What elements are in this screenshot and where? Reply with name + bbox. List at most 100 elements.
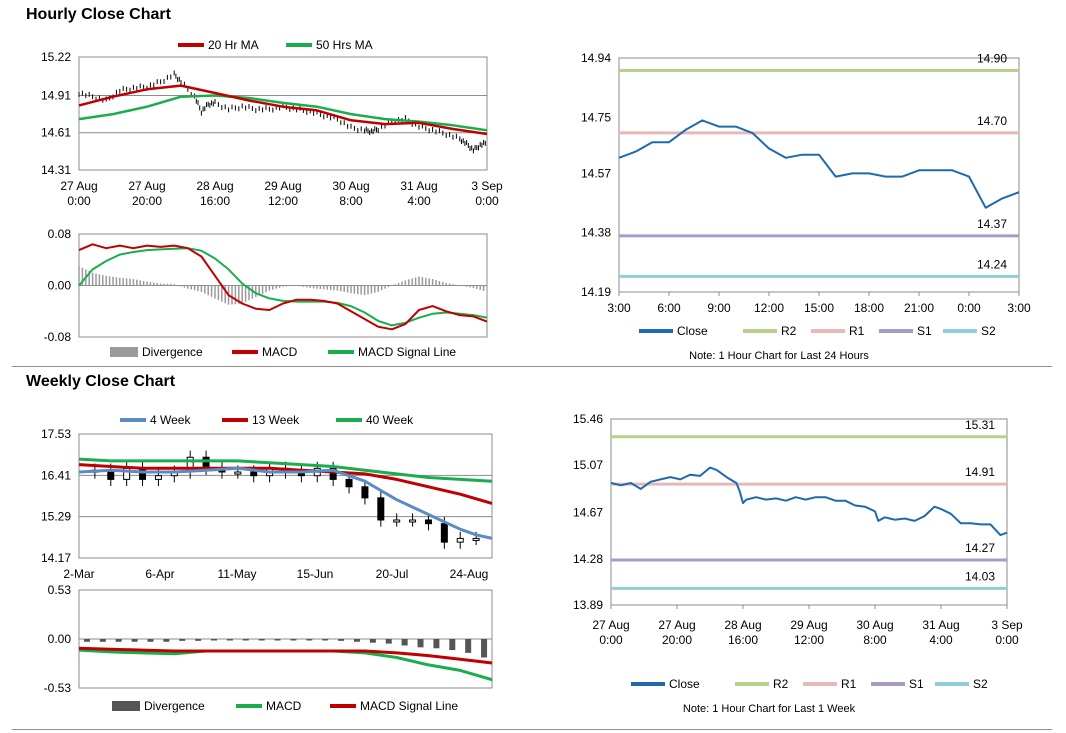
weekly-divergence-bar xyxy=(481,639,488,658)
weekly-divergence-bar xyxy=(226,639,233,641)
weekly-candle-body xyxy=(345,478,353,488)
weekly-candle-body xyxy=(472,537,480,541)
weekly-candle-body xyxy=(456,537,464,543)
weekly-macd-plot-frame xyxy=(78,589,493,689)
hourly-macd-signal-line xyxy=(78,247,488,327)
weekly-price-xtick-label: 2-Mar xyxy=(63,567,94,581)
weekly-1w-s1-legend-label: S1 xyxy=(909,677,924,691)
hourly-macd-ytick-label: 0.00 xyxy=(48,279,72,293)
hourly-24h-s1-legend-label: S1 xyxy=(917,324,932,338)
hourly-24h-ytick-label: 14.38 xyxy=(581,226,611,240)
hourly-price-xtick-label: 12:00 xyxy=(268,194,298,208)
hourly-price-xtick-label: 16:00 xyxy=(200,194,230,208)
hourly-24h-xtick-label: 3:00 xyxy=(607,301,631,315)
weekly-candle-body xyxy=(329,467,337,480)
hourly-24h-s2-legend-label: S2 xyxy=(981,324,996,338)
weekly-price-xtick-label: 24-Aug xyxy=(450,567,489,581)
hourly-24h-xtick-label: 15:00 xyxy=(804,301,834,315)
weekly-divergence-bar xyxy=(401,639,408,646)
weekly-price-plot-frame xyxy=(78,433,493,559)
weekly-1w-xtick-label: 16:00 xyxy=(728,633,758,647)
weekly-macd-legend-label: MACD xyxy=(266,699,302,713)
hourly-price-xtick-label: 31 Aug xyxy=(400,179,437,193)
weekly-divergence-bar xyxy=(274,639,281,641)
weekly-1w-s2-legend-label: S2 xyxy=(973,677,988,691)
weekly-price-ytick-label: 15.29 xyxy=(41,510,71,524)
hourly-price-xtick-label: 0:00 xyxy=(67,194,91,208)
weekly-divergence-legend-label: Divergence xyxy=(144,699,205,713)
weekly-candle-body xyxy=(361,486,369,499)
weekly-divergence-bar xyxy=(338,639,345,641)
weekly-1w-xtick-label: 12:00 xyxy=(794,633,824,647)
weekly-divergence-legend-swatch xyxy=(112,701,140,711)
hourly-24h-xtick-label: 3:00 xyxy=(1007,301,1031,315)
hourly-24h-r2-legend-label: R2 xyxy=(781,324,797,338)
weekly-divergence-bar xyxy=(449,639,456,651)
hourly-24h-ytick-label: 14.94 xyxy=(581,51,611,65)
hourly-section-title: Hourly Close Chart xyxy=(26,6,171,23)
weekly-price-xtick-label: 6-Apr xyxy=(145,567,174,581)
weekly-divergence-bar xyxy=(83,639,90,642)
section-divider-top xyxy=(12,366,1052,367)
weekly-40-week-legend-label: 40 Week xyxy=(366,413,414,427)
weekly-1w-r1-legend-label: R1 xyxy=(841,677,857,691)
weekly-1w-xtick-label: 8:00 xyxy=(863,633,887,647)
hourly-24h-xtick-label: 21:00 xyxy=(904,301,934,315)
weekly-1w-xtick-label: 3 Sep xyxy=(991,618,1023,632)
weekly-candle-body xyxy=(409,519,417,523)
hourly-24h-xtick-label: 6:00 xyxy=(657,301,681,315)
hourly-24h-level-s2-label: 14.24 xyxy=(977,257,1007,271)
weekly-1w-xtick-label: 29 Aug xyxy=(790,618,827,632)
weekly-macd-ytick-label: 0.00 xyxy=(48,632,72,646)
weekly-candle-body xyxy=(139,467,147,480)
hourly-price-xtick-label: 27 Aug xyxy=(60,179,97,193)
hourly-price-xtick-label: 20:00 xyxy=(132,194,162,208)
weekly-1w-level-r2-label: 15.31 xyxy=(965,418,995,432)
weekly-divergence-bar xyxy=(322,639,329,641)
weekly-macd-signal-line xyxy=(78,646,493,665)
weekly-candle-body xyxy=(424,519,432,525)
hourly-24h-ytick-label: 14.19 xyxy=(581,285,611,299)
weekly-divergence-bar xyxy=(290,639,297,641)
weekly-divergence-bar xyxy=(306,639,313,641)
weekly-1w-level-s2-label: 14.03 xyxy=(965,569,995,583)
hourly-50hr-ma-legend-label: 50 Hrs MA xyxy=(316,38,373,52)
hourly-24h-close-legend-label: Close xyxy=(677,324,708,338)
weekly-candle-body xyxy=(440,523,448,543)
weekly-1w-xtick-label: 28 Aug xyxy=(724,618,761,632)
hourly-24h-r1-legend-label: R1 xyxy=(849,324,865,338)
weekly-candle-body xyxy=(393,519,401,523)
hourly-price-ytick-label: 15.22 xyxy=(41,50,71,64)
weekly-1w-ytick-label: 14.28 xyxy=(573,552,603,566)
weekly-divergence-bar xyxy=(115,639,122,642)
weekly-divergence-bar xyxy=(369,639,376,643)
hourly-24h-close-line xyxy=(618,119,1020,209)
weekly-1w-close-line xyxy=(610,466,1008,537)
weekly-1w-close-legend-label: Close xyxy=(669,677,700,691)
hourly-24h-note: Note: 1 Hour Chart for Last 24 Hours xyxy=(689,350,869,362)
hourly-macd-ytick-label: -0.08 xyxy=(44,330,72,344)
weekly-4-week-line xyxy=(78,466,493,540)
weekly-1w-note: Note: 1 Hour Chart for Last 1 Week xyxy=(683,703,856,715)
hourly-24h-level-r2-label: 14.90 xyxy=(977,51,1007,65)
weekly-40-week-line xyxy=(78,457,493,483)
weekly-1w-xtick-label: 27 Aug xyxy=(658,618,695,632)
weekly-price-ytick-label: 17.53 xyxy=(41,427,71,441)
hourly-24h-level-r1-label: 14.70 xyxy=(977,114,1007,128)
weekly-candle-body xyxy=(377,497,385,521)
weekly-divergence-bar xyxy=(385,639,392,644)
weekly-divergence-bar xyxy=(195,639,202,641)
weekly-price-ytick-label: 16.41 xyxy=(41,468,71,482)
weekly-candle-body xyxy=(250,471,258,477)
hourly-24h-level-s1-label: 14.37 xyxy=(977,217,1007,231)
weekly-candle-body xyxy=(202,456,210,469)
hourly-price-xtick-label: 3 Sep xyxy=(471,179,503,193)
hourly-macd-line xyxy=(78,243,488,331)
weekly-divergence-bar xyxy=(99,639,106,642)
weekly-divergence-bar xyxy=(417,639,424,648)
weekly-1w-ytick-label: 13.89 xyxy=(573,598,603,612)
weekly-macd-ytick-label: -0.53 xyxy=(44,681,72,695)
weekly-price-xtick-label: 15-Jun xyxy=(297,567,334,581)
weekly-1w-ytick-label: 15.46 xyxy=(573,412,603,426)
